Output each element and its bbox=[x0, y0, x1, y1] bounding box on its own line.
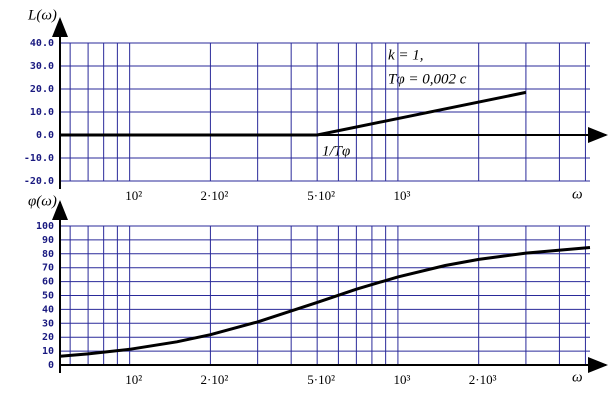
x-tick-label: 2·10³ bbox=[469, 372, 497, 387]
y-tick-label: 0.0 bbox=[36, 130, 54, 141]
annotation: Tφ = 0,002 c bbox=[388, 71, 467, 87]
x-tick-label: 10³ bbox=[393, 188, 410, 203]
y-tick-label: 10.0 bbox=[30, 107, 54, 118]
y-tick-label: -10.0 bbox=[24, 153, 54, 164]
x-tick-label: 10² bbox=[125, 372, 142, 387]
x-tick-label: 2·10² bbox=[201, 188, 229, 203]
x-axis-label: ω bbox=[572, 186, 583, 202]
x-tick-label: 10³ bbox=[393, 372, 410, 387]
y-tick-label: 70 bbox=[42, 263, 54, 274]
annotation: 1/Tφ bbox=[322, 143, 350, 159]
x-tick-label: 5·10² bbox=[307, 372, 335, 387]
y-tick-label: 30 bbox=[42, 318, 54, 329]
x-tick-label: 10² bbox=[125, 188, 142, 203]
y-tick-label: 30.0 bbox=[30, 61, 54, 72]
y-tick-label: -20.0 bbox=[24, 176, 54, 187]
y-tick-label: 100 bbox=[36, 221, 54, 232]
y-tick-label: 80 bbox=[42, 249, 54, 260]
y-tick-label: 90 bbox=[42, 235, 54, 246]
data-line bbox=[60, 90, 527, 137]
y-tick-label: 10 bbox=[42, 346, 54, 357]
y-tick-label: 60 bbox=[42, 277, 54, 288]
y-tick-label: 40 bbox=[42, 304, 54, 315]
y-tick-label: 20.0 bbox=[30, 84, 54, 95]
y-tick-label: 0 bbox=[48, 360, 54, 371]
x-tick-label: 2·10² bbox=[201, 372, 229, 387]
annotation: k = 1, bbox=[388, 47, 424, 63]
y-tick-label: 40.0 bbox=[30, 38, 54, 49]
y-tick-label: 20 bbox=[42, 332, 54, 343]
y-tick-label: 50 bbox=[42, 291, 54, 302]
x-axis-label: ω bbox=[572, 369, 583, 385]
x-tick-label: 5·10² bbox=[307, 188, 335, 203]
data-line bbox=[59, 246, 591, 358]
y-axis-label: φ(ω) bbox=[28, 193, 57, 209]
y-axis-label: L(ω) bbox=[27, 7, 57, 23]
